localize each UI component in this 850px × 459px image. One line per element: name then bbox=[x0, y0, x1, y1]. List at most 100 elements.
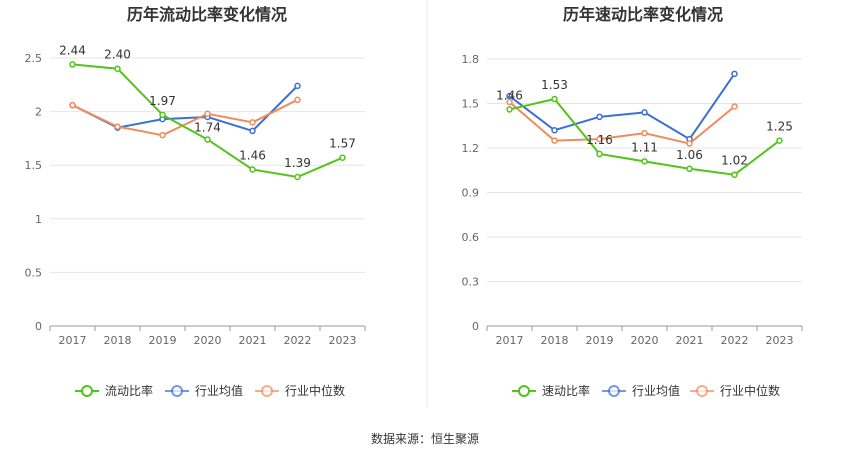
data-point bbox=[731, 103, 738, 110]
legend-item-1: 速动比率 bbox=[512, 383, 590, 398]
y-tick-label: 1.5 bbox=[25, 159, 43, 172]
legend-label: 行业均值 bbox=[632, 383, 680, 398]
x-tick-label: 2021 bbox=[239, 334, 267, 347]
y-tick-label: 0 bbox=[472, 320, 479, 333]
data-point bbox=[249, 166, 256, 173]
chart-title: 历年速动比率变化情况 bbox=[563, 5, 723, 24]
legend-marker bbox=[171, 385, 183, 397]
data-label: 1.46 bbox=[239, 148, 266, 162]
y-tick-label: 2.5 bbox=[25, 52, 43, 65]
data-label: 1.97 bbox=[149, 94, 176, 108]
x-tick-label: 2020 bbox=[631, 334, 659, 347]
data-point bbox=[776, 137, 783, 144]
legend-marker bbox=[81, 385, 93, 397]
data-point bbox=[294, 173, 301, 181]
legend-label: 流动比率 bbox=[105, 383, 153, 398]
data-point bbox=[159, 111, 166, 119]
chart-panel-2: 历年速动比率变化情况 0 0.3 0.6 0.9 1.2 1.5 1.8 2017 2018 201… bbox=[462, 5, 803, 398]
data-point bbox=[69, 61, 76, 68]
data-label: 1.74 bbox=[194, 120, 221, 134]
x-tick-label: 2022 bbox=[284, 334, 312, 347]
legend-item-2: 行业均值 bbox=[165, 383, 243, 398]
data-point bbox=[641, 158, 648, 165]
x-tick-label: 2017 bbox=[496, 334, 524, 347]
legend-label: 行业中位数 bbox=[285, 383, 345, 398]
data-point bbox=[596, 150, 603, 158]
data-point bbox=[294, 82, 301, 90]
y-tick-label: 0.9 bbox=[462, 187, 480, 200]
data-point bbox=[731, 171, 738, 178]
data-point bbox=[686, 140, 693, 147]
data-point bbox=[249, 119, 256, 126]
data-source-note: 数据来源：恒生聚源 bbox=[370, 432, 479, 446]
x-tick-label: 2019 bbox=[586, 334, 614, 347]
legend-item-3: 行业中位数 bbox=[690, 383, 780, 398]
legend-label: 行业均值 bbox=[195, 383, 243, 398]
y-tick-label: 0.5 bbox=[25, 266, 43, 279]
data-point bbox=[114, 123, 121, 130]
data-point bbox=[159, 131, 166, 139]
y-tick-label: 0.3 bbox=[462, 276, 480, 289]
x-tick-label: 2018 bbox=[104, 334, 132, 347]
data-point bbox=[249, 127, 256, 135]
data-point bbox=[596, 113, 603, 121]
data-point bbox=[294, 96, 301, 104]
x-tick-label: 2020 bbox=[194, 334, 222, 347]
y-tick-label: 0 bbox=[35, 320, 42, 333]
x-tick-label: 2021 bbox=[676, 334, 704, 347]
y-tick-label: 1 bbox=[35, 213, 42, 226]
legend-marker bbox=[261, 385, 273, 397]
data-label: 1.57 bbox=[329, 137, 356, 151]
series-line-3 bbox=[72, 98, 298, 137]
data-point bbox=[551, 137, 558, 144]
legend-marker bbox=[608, 385, 620, 397]
data-point bbox=[506, 98, 513, 106]
data-point bbox=[506, 92, 513, 100]
data-point bbox=[204, 110, 211, 117]
legend-label: 速动比率 bbox=[542, 383, 590, 398]
data-point bbox=[551, 95, 558, 103]
legend-item-1: 流动比率 bbox=[75, 383, 153, 398]
data-label: 2.40 bbox=[104, 48, 131, 62]
data-label: 1.39 bbox=[284, 156, 311, 170]
legend-marker bbox=[696, 385, 708, 397]
chart-panel-1: 历年流动比率变化情况 0 0.5 1 1.5 2 2.5 2017 2018 2019 2020 20… bbox=[25, 5, 366, 398]
legend-item-2: 行业均值 bbox=[602, 383, 680, 398]
legend-label: 行业中位数 bbox=[720, 383, 780, 398]
x-tick-label: 2019 bbox=[149, 334, 177, 347]
x-tick-label: 2017 bbox=[59, 334, 87, 347]
y-tick-label: 2 bbox=[35, 106, 42, 119]
data-point bbox=[204, 136, 211, 143]
data-label: 1.06 bbox=[676, 148, 703, 162]
data-point bbox=[69, 101, 76, 109]
data-label: 1.53 bbox=[541, 78, 568, 92]
series-line-2 bbox=[508, 73, 736, 141]
y-tick-label: 1.5 bbox=[462, 98, 480, 111]
series-line-3 bbox=[508, 101, 736, 145]
y-tick-label: 1.2 bbox=[462, 142, 480, 155]
data-point bbox=[686, 165, 693, 173]
y-tick-label: 0.6 bbox=[462, 231, 480, 244]
legend-marker bbox=[518, 385, 530, 397]
data-label: 2.44 bbox=[59, 43, 86, 57]
data-label: 1.11 bbox=[631, 140, 658, 154]
x-tick-label: 2023 bbox=[329, 334, 357, 347]
charts-canvas: 历年流动比率变化情况 0 0.5 1 1.5 2 2.5 2017 2018 2019 2020 20… bbox=[25, 0, 803, 408]
x-tick-label: 2023 bbox=[766, 334, 794, 347]
data-point bbox=[339, 154, 346, 161]
data-point bbox=[596, 135, 603, 143]
data-label: 1.25 bbox=[766, 120, 793, 134]
data-label: 1.16 bbox=[586, 133, 613, 147]
data-label: 1.02 bbox=[721, 154, 748, 168]
data-point bbox=[641, 109, 648, 116]
x-tick-label: 2018 bbox=[541, 334, 569, 347]
y-tick-label: 1.8 bbox=[462, 53, 480, 66]
data-point bbox=[114, 65, 121, 72]
data-point bbox=[731, 70, 738, 78]
data-label: 1.46 bbox=[496, 88, 523, 102]
data-point bbox=[506, 106, 513, 113]
x-tick-label: 2022 bbox=[721, 334, 749, 347]
data-point bbox=[551, 126, 558, 134]
legend-item-3: 行业中位数 bbox=[255, 383, 345, 398]
